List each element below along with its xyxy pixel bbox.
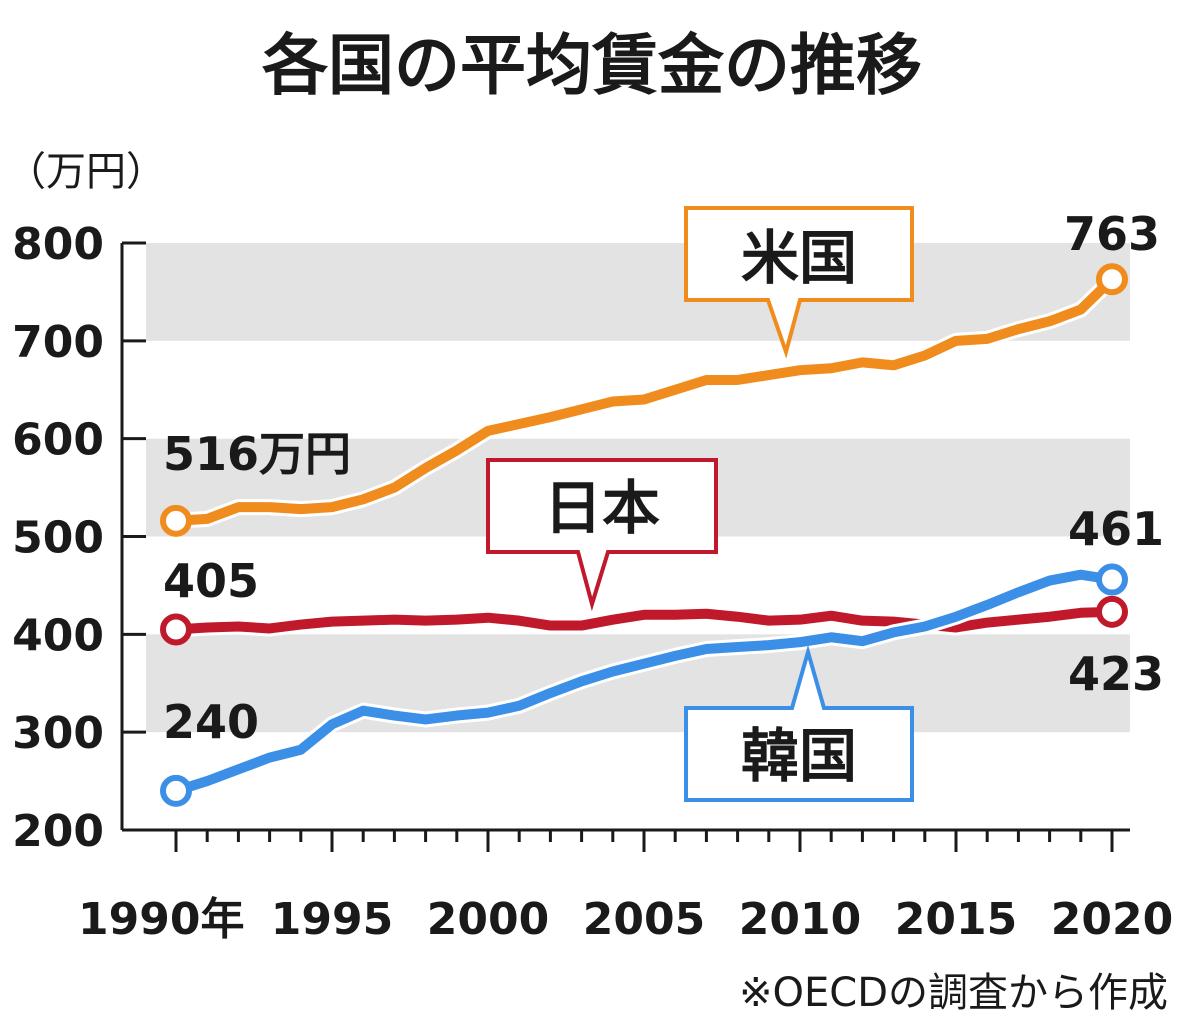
series-line-us — [171, 274, 1117, 526]
series-line-japan — [171, 606, 1117, 635]
legend-japan-text: 日本 — [544, 474, 660, 542]
marker-korea-end — [1096, 563, 1128, 596]
y-tick-label: 700 — [12, 317, 104, 368]
legend-korea-text: 韓国 — [741, 722, 857, 790]
marker-us-end — [1096, 263, 1128, 296]
y-tick-label: 200 — [12, 806, 104, 857]
x-tick-label: 2020 — [1051, 894, 1173, 945]
label-korea-start: 240 — [163, 695, 259, 749]
grid-band-2 — [146, 243, 1130, 341]
legend-us-box — [684, 206, 914, 359]
chart-title: 各国の平均賃金の推移 — [262, 27, 922, 104]
series-lines — [168, 271, 1120, 799]
y-tick-label: 400 — [12, 610, 104, 661]
grid-band-0 — [146, 634, 1130, 733]
x-tick-label: 1995 — [271, 894, 393, 945]
legend-korea-box — [684, 644, 914, 802]
y-tick-label: 600 — [12, 415, 104, 466]
x-tick-label: 2015 — [895, 894, 1017, 945]
label-japan-end: 423 — [1068, 647, 1164, 701]
legend-us-text: 米国 — [741, 224, 857, 292]
x-tick-label: 2010 — [739, 894, 861, 945]
marker-japan-start — [160, 613, 192, 646]
y-axis: 200 300 400 500 600 700 800 — [12, 219, 146, 857]
marker-us-start — [160, 504, 192, 537]
label-us-end: 763 — [1064, 207, 1160, 261]
series-markers — [160, 263, 1128, 807]
legend-korea: 韓国 — [684, 644, 914, 802]
source-note: ※OECDの調査から作成 — [739, 970, 1168, 1016]
label-japan-start: 405 — [163, 554, 259, 608]
y-unit-label: （万円） — [6, 149, 166, 195]
legend-japan: 日本 — [486, 458, 718, 612]
label-us-start: 516万円 — [163, 427, 351, 481]
marker-korea-start — [160, 774, 192, 807]
x-tick-label: 1990年 — [78, 894, 244, 945]
legend-japan-box — [486, 458, 718, 612]
x-tick-label: 2000 — [427, 894, 549, 945]
y-tick-label: 500 — [12, 513, 104, 564]
series-line-korea — [171, 569, 1117, 796]
y-tick-label: 800 — [12, 219, 104, 270]
x-tick-label: 2005 — [583, 894, 705, 945]
marker-japan-end — [1096, 595, 1128, 628]
y-tick-label: 300 — [12, 708, 104, 759]
label-korea-end: 461 — [1068, 502, 1164, 556]
legend-us: 米国 — [684, 206, 914, 359]
x-axis: 1990年 1995 2000 2005 2010 2015 2020 — [78, 828, 1173, 945]
